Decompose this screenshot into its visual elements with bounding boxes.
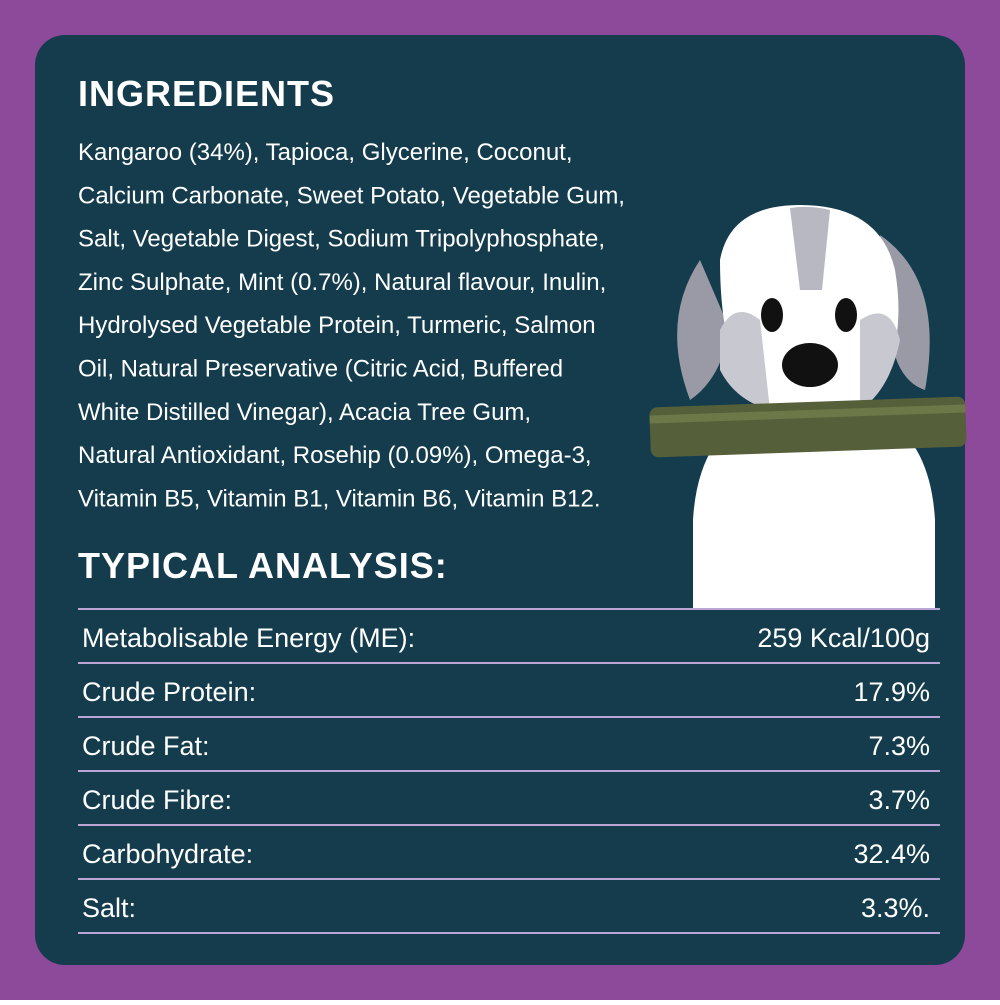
analysis-title: TYPICAL ANALYSIS: bbox=[78, 545, 448, 586]
ingredient-line: White Distilled Vinegar), Acacia Tree Gu… bbox=[78, 399, 531, 426]
ingredient-line: Calcium Carbonate, Sweet Potato, Vegetab… bbox=[78, 182, 625, 209]
ingredients-title: INGREDIENTS bbox=[78, 73, 335, 114]
row-label: Crude Fat: bbox=[82, 731, 210, 761]
dog-illustration bbox=[649, 205, 967, 610]
ingredient-line: Zinc Sulphate, Mint (0.7%), Natural flav… bbox=[78, 269, 606, 296]
row-label: Crude Fibre: bbox=[82, 785, 232, 815]
row-label: Carbohydrate: bbox=[82, 839, 253, 869]
row-label: Salt: bbox=[82, 893, 136, 923]
ingredient-line: Kangaroo (34%), Tapioca, Glycerine, Coco… bbox=[78, 139, 573, 166]
content: Kangaroo (34%), Tapioca, Glycerine, Coco… bbox=[78, 139, 940, 934]
row-value: 3.3%. bbox=[861, 893, 930, 923]
ingredient-line: Salt, Vegetable Digest, Sodium Tripolyph… bbox=[78, 226, 605, 253]
row-value: 32.4% bbox=[853, 839, 930, 869]
row-label: Metabolisable Energy (ME): bbox=[82, 623, 415, 653]
row-value: 7.3% bbox=[868, 731, 930, 761]
row-value: 17.9% bbox=[853, 677, 930, 707]
ingredient-line: Natural Antioxidant, Rosehip (0.09%), Om… bbox=[78, 442, 592, 469]
ingredient-line: Vitamin B5, Vitamin B1, Vitamin B6, Vita… bbox=[78, 485, 601, 512]
row-label: Crude Protein: bbox=[82, 677, 256, 707]
ingredient-line: Hydrolysed Vegetable Protein, Turmeric, … bbox=[78, 312, 596, 339]
ingredient-line: Oil, Natural Preservative (Citric Acid, … bbox=[78, 356, 563, 383]
row-value: 3.7% bbox=[868, 785, 930, 815]
row-value: 259 Kcal/100g bbox=[757, 623, 930, 653]
